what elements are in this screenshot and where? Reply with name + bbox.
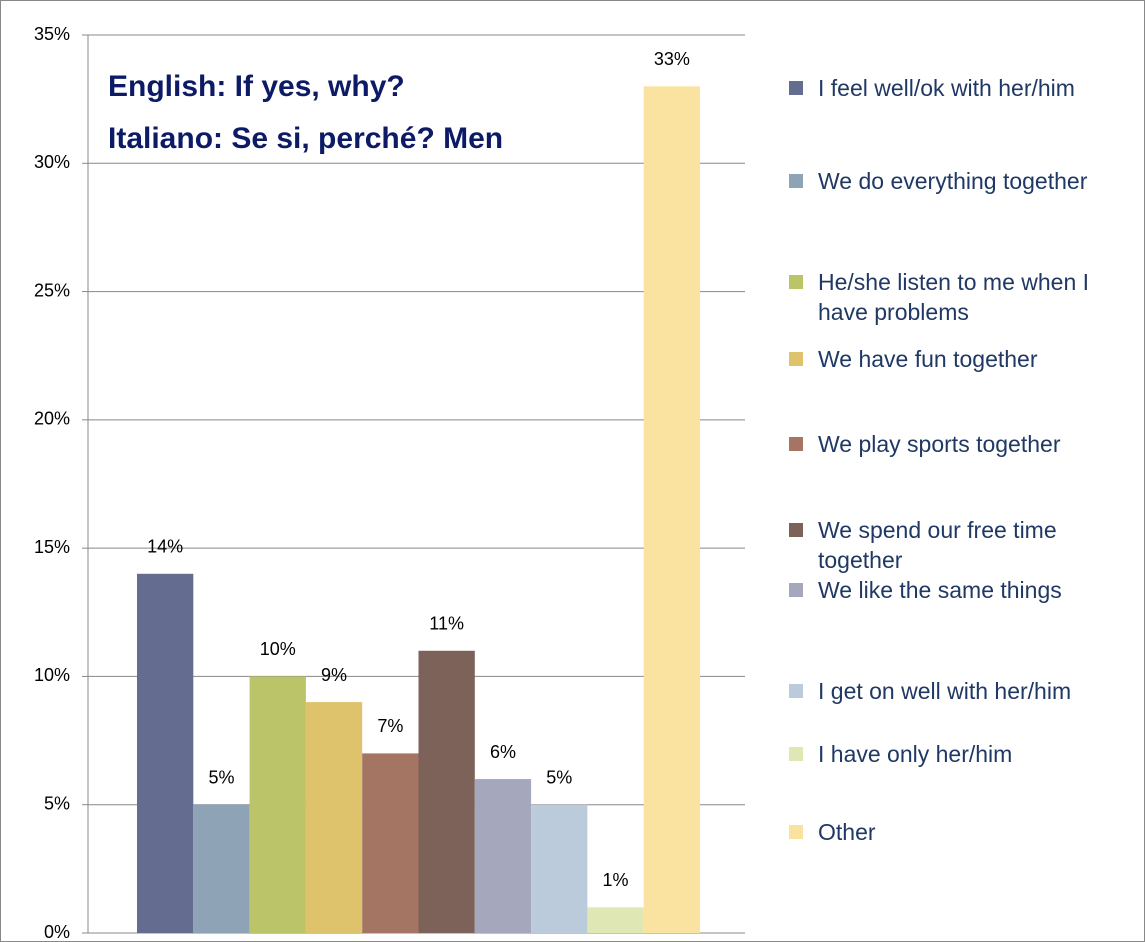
value-label: 5% — [546, 767, 572, 787]
legend-label: I have only her/him — [818, 741, 1013, 767]
chart-title: English: If yes, why? — [108, 70, 405, 103]
legend-entry: He/she listen to me when I have problems — [789, 267, 1139, 327]
legend-entry: I have only her/him — [789, 739, 1139, 769]
value-label: 33% — [654, 49, 690, 69]
legend-swatch — [789, 523, 803, 537]
bar — [643, 86, 700, 934]
legend-swatch — [789, 437, 803, 451]
legend-swatch — [789, 174, 803, 188]
legend-swatch — [789, 352, 803, 366]
value-label: 11% — [429, 614, 464, 634]
legend-label: I feel well/ok with her/him — [818, 75, 1075, 101]
bar — [587, 907, 644, 933]
legend-entry: We spend our free time together — [789, 515, 1139, 575]
y-tick-label: 30% — [34, 152, 70, 172]
legend-label: We play sports together — [818, 431, 1061, 457]
legend-entry: We like the same things — [789, 575, 1139, 605]
y-tick-label: 15% — [34, 537, 70, 557]
legend-entry: Other — [789, 817, 1139, 847]
value-label: 7% — [377, 716, 403, 736]
legend-label: We like the same things — [818, 577, 1062, 603]
y-tick-label: 0% — [44, 922, 70, 942]
y-tick-label: 5% — [44, 793, 70, 813]
legend-swatch — [789, 275, 803, 289]
chart-title: Italiano: Se si, perché? Men — [108, 122, 503, 155]
legend-label: We do everything together — [818, 168, 1088, 194]
y-tick-label: 20% — [34, 409, 70, 429]
legend-entry: We have fun together — [789, 344, 1139, 374]
legend-label: He/she listen to me when I have problems — [818, 269, 1090, 325]
legend-entry: I get on well with her/him — [789, 676, 1139, 706]
legend-swatch — [789, 747, 803, 761]
legend-label: I get on well with her/him — [818, 678, 1072, 704]
value-label: 14% — [147, 537, 183, 557]
legend-label: Other — [818, 819, 876, 845]
legend-label: We spend our free time together — [818, 517, 1057, 573]
value-label: 5% — [208, 767, 234, 787]
bar — [531, 804, 588, 933]
legend-swatch — [789, 825, 803, 839]
legend-swatch — [789, 583, 803, 597]
legend-swatch — [789, 81, 803, 95]
value-label: 10% — [260, 639, 296, 659]
legend-swatch — [789, 684, 803, 698]
legend-entry: I feel well/ok with her/him — [789, 73, 1139, 103]
bar — [474, 779, 532, 933]
value-label: 1% — [603, 870, 629, 890]
value-label: 9% — [321, 665, 347, 685]
value-label: 6% — [490, 742, 516, 762]
bar — [418, 650, 475, 933]
bar — [362, 753, 419, 933]
legend-entry: We do everything together — [789, 166, 1139, 196]
bar — [249, 676, 306, 933]
bar — [305, 702, 363, 933]
legend-label: We have fun together — [818, 346, 1038, 372]
legend-entry: We play sports together — [789, 429, 1139, 459]
y-tick-label: 35% — [34, 24, 70, 44]
y-tick-label: 10% — [34, 665, 70, 685]
bar — [193, 804, 250, 933]
y-tick-label: 25% — [34, 280, 70, 300]
bar — [137, 573, 194, 933]
